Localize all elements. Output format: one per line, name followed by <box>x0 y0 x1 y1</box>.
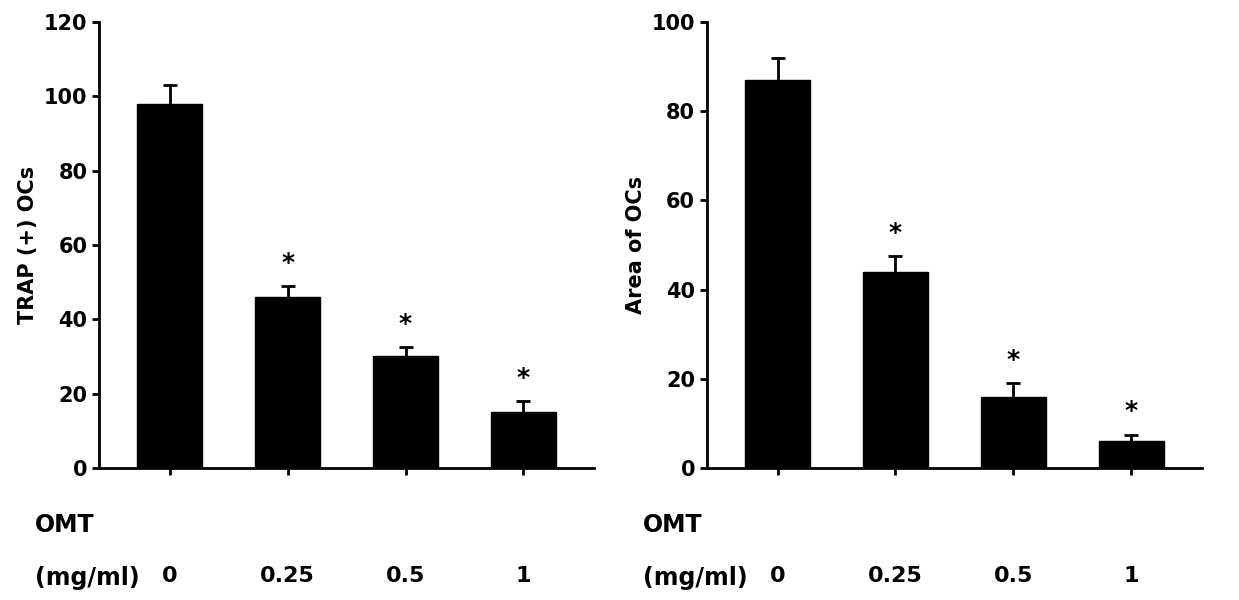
Bar <box>373 356 437 468</box>
Bar <box>138 104 202 468</box>
Text: 0.5: 0.5 <box>994 566 1033 586</box>
Text: 0.5: 0.5 <box>385 566 425 586</box>
Text: 1: 1 <box>515 566 532 586</box>
Bar <box>1099 441 1163 468</box>
Bar <box>864 272 928 468</box>
Y-axis label: TRAP (+) OCs: TRAP (+) OCs <box>19 166 38 324</box>
Text: 0.25: 0.25 <box>260 566 315 586</box>
Text: *: * <box>1125 400 1137 424</box>
Text: *: * <box>399 312 413 336</box>
Bar <box>491 412 556 468</box>
Text: *: * <box>517 366 530 390</box>
Text: 1: 1 <box>1124 566 1139 586</box>
Text: 0: 0 <box>162 566 177 586</box>
Y-axis label: Area of OCs: Area of OCs <box>626 176 646 314</box>
Text: *: * <box>281 251 294 275</box>
Bar <box>745 80 810 468</box>
Text: *: * <box>888 221 902 245</box>
Text: *: * <box>1007 348 1020 372</box>
Text: (mg/ml): (mg/ml) <box>643 566 747 590</box>
Bar <box>255 297 320 468</box>
Text: OMT: OMT <box>643 512 703 536</box>
Text: 0: 0 <box>769 566 786 586</box>
Text: 0.25: 0.25 <box>869 566 923 586</box>
Text: OMT: OMT <box>35 512 94 536</box>
Text: (mg/ml): (mg/ml) <box>35 566 140 590</box>
Bar <box>981 397 1046 468</box>
